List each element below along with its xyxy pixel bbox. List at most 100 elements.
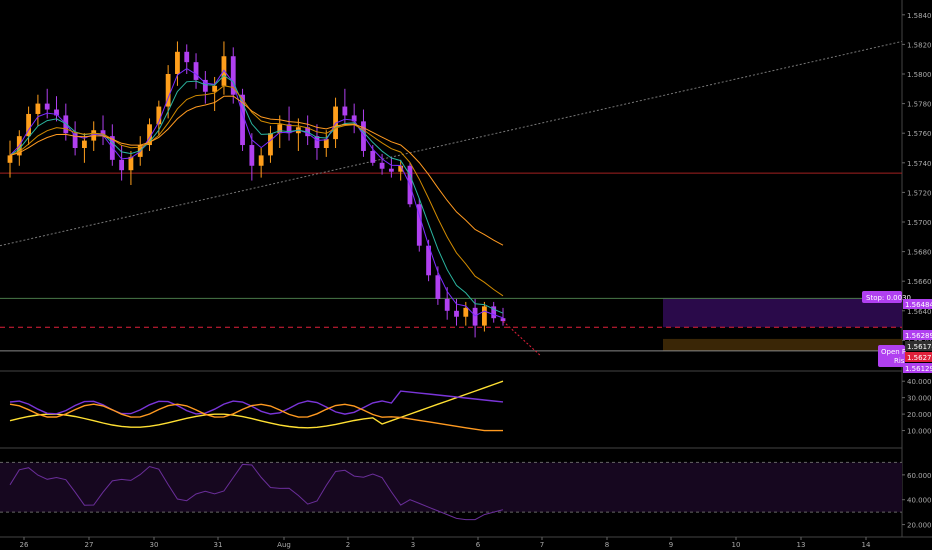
candle-body — [54, 109, 59, 116]
time-tick-label: 26 — [20, 541, 29, 549]
stop-zone — [663, 298, 902, 328]
candle-body — [202, 79, 208, 92]
candle-body — [454, 310, 459, 317]
time-tick-label: 27 — [85, 541, 94, 549]
adx-tick-label: 20.0000 — [907, 411, 932, 419]
rsi-band — [0, 462, 902, 513]
price-tick-label: 1.58400 — [907, 12, 932, 20]
current-price-tag: 1.56270 — [905, 352, 932, 362]
level-upper-label: 1.56484 — [905, 301, 932, 309]
rsi-tick-label: 40.0000 — [907, 497, 932, 505]
entry-tag: 1.56289 — [903, 330, 932, 340]
candle-body — [230, 56, 236, 95]
time-tick-label: 8 — [605, 541, 609, 549]
time-tick-label: 3 — [411, 541, 415, 549]
adx-tick-label: 30.0000 — [907, 395, 932, 403]
mid-tag: 1.56174 — [905, 341, 932, 351]
candle-body — [193, 62, 199, 80]
time-tick-label: 13 — [797, 541, 806, 549]
price-pane[interactable] — [0, 0, 932, 538]
adx-pane[interactable]: 40.0000 30.0000 20.0000 10.0000 — [9, 378, 932, 436]
target-zone — [663, 338, 902, 351]
candle-body — [7, 155, 13, 163]
order-box-sub: Ris — [894, 357, 905, 365]
mid-tag-label: 1.56174 — [907, 343, 932, 351]
level-lower-tag: 1.56129 — [903, 363, 932, 373]
di-minus-line — [9, 403, 503, 432]
ma-slow-line — [9, 85, 504, 297]
projection-line — [502, 320, 541, 356]
candle-body — [156, 106, 162, 125]
candle-body — [342, 106, 348, 116]
candle-body — [491, 306, 497, 319]
candle-body — [379, 162, 385, 169]
candle-body — [444, 298, 450, 311]
candle-body — [72, 133, 78, 148]
candle-body — [435, 275, 441, 299]
di-plus-line — [9, 390, 504, 415]
candle-body — [184, 51, 190, 63]
price-tick-label: 1.57000 — [907, 219, 932, 227]
rsi-tick-label: 60.0000 — [907, 472, 932, 480]
ma-slowest-line — [9, 95, 504, 246]
candle-body — [463, 307, 469, 317]
candle-body — [35, 103, 41, 114]
candle-body — [175, 51, 180, 74]
price-tick-label: 1.57400 — [907, 160, 932, 168]
time-tick-label: 31 — [214, 541, 223, 549]
candle-body — [165, 74, 171, 107]
stop-tag: Stop: 0.0030 — [862, 291, 911, 303]
rsi-line — [9, 463, 504, 521]
time-tick-label: 2 — [346, 541, 350, 549]
time-tick-label: 7 — [540, 541, 544, 549]
candle-body — [426, 245, 431, 276]
time-tick-label: 6 — [476, 541, 481, 549]
candle-body — [351, 115, 357, 122]
time-axis[interactable]: 26 27 30 31 Aug 2 3 6 7 8 9 10 13 14 — [20, 537, 871, 549]
price-tick-label: 1.56400 — [907, 308, 932, 316]
time-tick-label: 9 — [669, 541, 673, 549]
candle-body — [100, 130, 106, 137]
price-tick-label: 1.57800 — [907, 101, 932, 109]
candle-body — [286, 124, 292, 134]
price-axis[interactable]: 1.58400 1.58200 1.58000 1.57800 1.57600 1.574… — [902, 12, 932, 346]
price-tick-label: 1.56800 — [907, 249, 932, 257]
price-tick-label: 1.58000 — [907, 71, 932, 79]
candle-body — [128, 156, 134, 171]
rsi-pane[interactable]: 60.0000 40.0000 20.0000 — [0, 461, 932, 530]
candle-body — [26, 113, 32, 137]
order-box[interactable]: Open P Ris — [878, 345, 906, 367]
candle-body — [44, 103, 50, 110]
candle-body — [481, 306, 487, 326]
level-lower-label: 1.56129 — [905, 365, 932, 373]
current-price-label: 1.56270 — [907, 354, 932, 362]
price-tick-label: 1.57600 — [907, 130, 932, 138]
candle-body — [212, 85, 218, 92]
candle-body — [82, 140, 87, 148]
ma-fast-line — [9, 68, 504, 319]
candle-body — [268, 133, 273, 156]
candle-body — [388, 168, 394, 172]
candle-body — [323, 139, 329, 148]
price-tick-label: 1.56600 — [907, 278, 932, 286]
candle-body — [500, 318, 506, 322]
order-box-label: Open P — [881, 348, 906, 356]
price-tick-label: 1.58200 — [907, 41, 932, 49]
candle-body — [258, 155, 264, 166]
candle-body — [314, 136, 320, 148]
candle-body — [416, 204, 422, 246]
candle-body — [472, 307, 478, 326]
candle-body — [398, 165, 404, 172]
level-upper-tag: 1.56484 — [903, 299, 932, 309]
time-tick-label: Aug — [277, 541, 291, 549]
time-tick-label: 30 — [150, 541, 159, 549]
price-tick-label: 1.57200 — [907, 189, 932, 197]
time-tick-label: 10 — [732, 541, 741, 549]
rsi-tick-label: 20.0000 — [907, 522, 932, 530]
candle-body — [240, 94, 245, 146]
time-tick-label: 14 — [862, 541, 871, 549]
candle-body — [249, 145, 255, 166]
candle-body — [277, 124, 283, 134]
